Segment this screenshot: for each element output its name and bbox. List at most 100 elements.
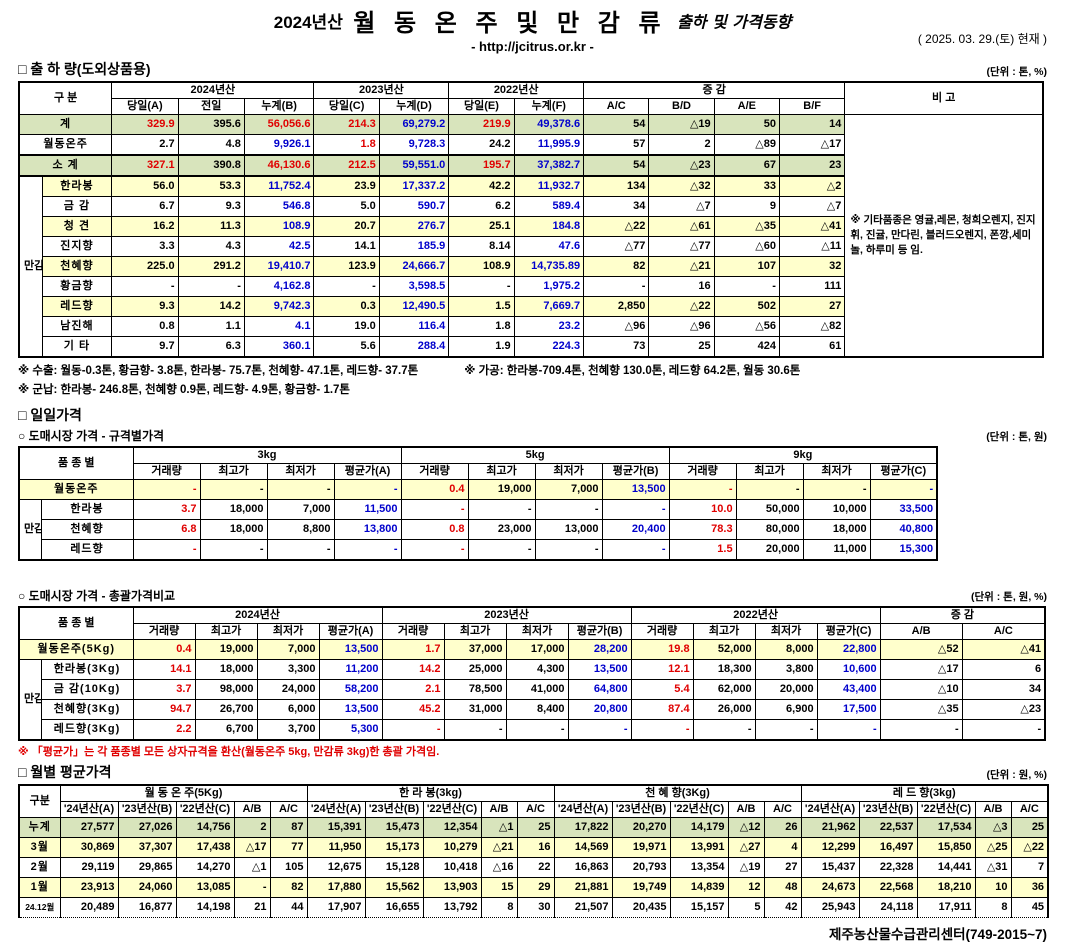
- col-head-gubun: 품 종 별: [18, 606, 134, 640]
- table-cell: △60: [713, 236, 780, 257]
- monthly-section-title: □ 월별 평균가격: [18, 764, 112, 780]
- table-cell: 26,000: [692, 699, 756, 720]
- table-cell: 15,473: [364, 817, 424, 838]
- table-cell: △22: [648, 296, 715, 317]
- col-head: 거래량: [400, 463, 469, 480]
- page-title: 월 동 온 주 및 만 감 류: [353, 10, 667, 37]
- table-cell: 5.4: [630, 679, 694, 700]
- table-row: 만감류한라봉3.718,0007,00011,500----10.050,000…: [18, 499, 938, 561]
- table-row: 레드향 9.3 14.2 9,742.3 0.3 12,490.5 1.5 7,669.7 2,…: [19, 296, 1043, 317]
- table-cell: 1.9: [448, 336, 515, 358]
- col-head-gubun: 품 종 별: [18, 446, 134, 480]
- table-cell: 7,000: [256, 639, 320, 660]
- col-head: 누계(F): [513, 98, 585, 115]
- table-cell: 16,863: [553, 857, 613, 878]
- table-cell: 54: [583, 154, 650, 177]
- table-cell: 2: [233, 817, 271, 838]
- col-head: 최저가: [802, 463, 871, 480]
- table-cell: 6: [961, 659, 1046, 680]
- table-cell: 41,000: [505, 679, 569, 700]
- table-cell: △41: [961, 639, 1046, 660]
- table-cell: 23: [778, 154, 846, 177]
- table-cell: 11,752.4: [243, 175, 315, 197]
- row-label: 1월: [18, 877, 61, 898]
- table-cell: 105: [269, 857, 308, 878]
- table-cell: △23: [961, 699, 1046, 720]
- col-head: 평균가(A): [318, 623, 383, 640]
- table-cell: -: [505, 719, 569, 741]
- daily-total-title: ○ 도매시장 가격 - 총괄가격비교: [18, 589, 176, 603]
- table-cell: 22,800: [816, 639, 881, 660]
- table-cell: -: [381, 719, 445, 741]
- document-header: 2024년산 월 동 온 주 및 만 감 류 출하 및 가격동향 - http:…: [18, 3, 1047, 54]
- col-head-diff: 증 감: [583, 81, 846, 99]
- table-cell: 20,000: [754, 679, 818, 700]
- table-cell: 16.2: [111, 216, 179, 237]
- table-cell: 24,060: [117, 877, 177, 898]
- col-head-hallabong: 한 라 봉(3kg): [306, 784, 555, 802]
- table-cell: 8: [480, 897, 518, 918]
- col-head: B/F: [778, 98, 846, 115]
- table-cell: 11,995.9: [513, 134, 585, 156]
- table-cell: 25.1: [448, 216, 515, 237]
- col-head: 최고가: [467, 463, 536, 480]
- row-label: 금 감: [41, 196, 113, 217]
- table-cell: 20,270: [611, 817, 671, 838]
- table-cell: 20,793: [611, 857, 671, 878]
- table-cell: 29,119: [59, 857, 119, 878]
- table-cell: -: [467, 539, 536, 561]
- table-cell: 214.3: [313, 114, 380, 135]
- col-head: '24년산(A): [59, 801, 119, 818]
- table-cell: 14,756: [175, 817, 235, 838]
- col-head: 최저가: [534, 463, 603, 480]
- table-cell: 1.8: [313, 134, 380, 156]
- table-cell: -: [567, 719, 632, 741]
- table-cell: 276.7: [378, 216, 450, 237]
- military-note: ※ 군납: 한라봉- 246.8톤, 천혜향 0.9톤, 레드향- 4.9톤, …: [18, 384, 351, 396]
- table-cell: 9: [713, 196, 780, 217]
- table-cell: 6,900: [754, 699, 818, 720]
- table-cell: 47.6: [513, 236, 585, 257]
- table-cell: 185.9: [378, 236, 450, 257]
- table-cell: 87: [269, 817, 308, 838]
- table-cell: 9,926.1: [243, 134, 315, 156]
- table-cell: △22: [1010, 837, 1049, 858]
- table-cell: 16,877: [117, 897, 177, 918]
- col-head: A/C: [961, 623, 1046, 640]
- table-cell: △96: [648, 316, 715, 337]
- table-row: 월동온주 2.7 4.8 9,926.1 1.8 9,728.3 24.2 11,995.9 5…: [18, 134, 1043, 156]
- table-cell: 2.2: [132, 719, 196, 741]
- table-cell: -: [111, 276, 179, 297]
- table-cell: 18,000: [194, 659, 258, 680]
- table-cell: -: [668, 479, 737, 500]
- table-cell: 18,000: [199, 499, 268, 520]
- table-cell: 52,000: [692, 639, 756, 660]
- table-cell: 50: [713, 114, 780, 135]
- table-cell: 59,551.0: [378, 154, 450, 177]
- table-cell: 53.3: [177, 175, 245, 197]
- table-cell: 288.4: [378, 336, 450, 358]
- table-cell: 19,971: [611, 837, 671, 858]
- col-head-9kg: 9kg: [668, 446, 938, 464]
- row-group-label: 만감류: [18, 659, 42, 741]
- table-cell: △41: [778, 216, 846, 237]
- table-cell: 20,800: [567, 699, 632, 720]
- col-head-2022: 2022년산: [630, 606, 881, 624]
- table-cell: -: [534, 499, 603, 520]
- table-cell: 42.5: [243, 236, 315, 257]
- row-group-label: 만감류: [18, 499, 42, 561]
- row-label: 황금향: [41, 276, 113, 297]
- daily-price-table: 품 종 별 3kg 5kg 9kg 거래량 최고가 최저가 평균가(A) 거래량…: [18, 446, 939, 561]
- col-head: B/D: [648, 98, 715, 115]
- table-cell: 6.7: [111, 196, 179, 217]
- table-cell: 14,270: [175, 857, 235, 878]
- table-cell: 24,118: [858, 897, 918, 918]
- table-cell: -: [816, 719, 881, 741]
- table-cell: 17,000: [505, 639, 569, 660]
- table-cell: 25: [648, 336, 715, 358]
- table-cell: △82: [778, 316, 846, 337]
- table-cell: -: [333, 479, 402, 500]
- table-cell: 108.9: [243, 216, 315, 237]
- table-cell: 46,130.6: [243, 154, 315, 177]
- col-head: 최저가: [256, 623, 320, 640]
